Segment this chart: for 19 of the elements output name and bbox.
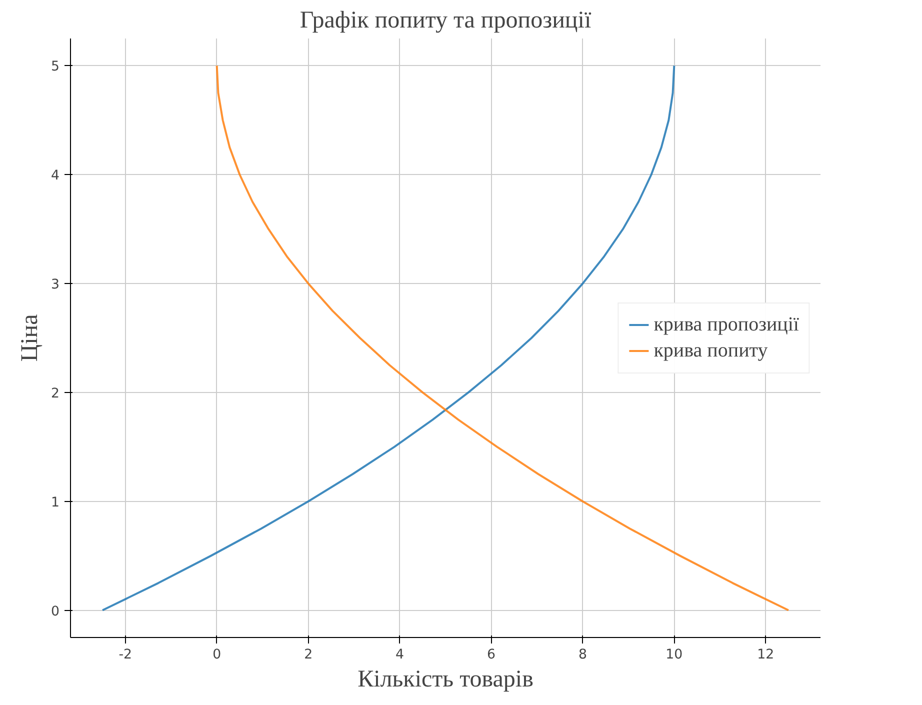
y-tick-label: 1 bbox=[51, 495, 60, 510]
y-tick-label: 4 bbox=[51, 168, 60, 184]
legend-label: крива пропозиції bbox=[654, 313, 799, 336]
x-tick-label: 0 bbox=[212, 648, 222, 662]
x-tick-label: 10 bbox=[666, 648, 683, 662]
y-tick-label: 5 bbox=[51, 60, 60, 75]
x-tick-label: 8 bbox=[578, 648, 587, 662]
y-axis-title: Ціна bbox=[17, 314, 44, 362]
chart-title: Графік попиту та пропозиції bbox=[300, 8, 592, 34]
x-tick-label: 6 bbox=[486, 648, 496, 662]
x-axis-title: Кількість товарів bbox=[358, 666, 534, 692]
y-tick-label: 2 bbox=[51, 386, 60, 402]
x-tick-label: 12 bbox=[757, 648, 774, 662]
y-tick-label: 3 bbox=[51, 278, 60, 293]
y-tick-label: 0 bbox=[51, 604, 60, 620]
x-tick-label: 4 bbox=[396, 648, 404, 662]
x-tick-label: 2 bbox=[304, 648, 313, 662]
legend-label: крива попиту bbox=[654, 339, 768, 362]
x-tick-label: -2 bbox=[118, 648, 132, 662]
